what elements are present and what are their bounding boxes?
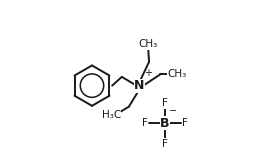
Text: CH₃: CH₃: [138, 39, 158, 49]
Text: F: F: [142, 118, 148, 128]
Text: −: −: [169, 106, 177, 116]
Text: N: N: [134, 79, 145, 92]
Text: F: F: [162, 139, 168, 149]
Text: F: F: [182, 118, 188, 128]
Text: F: F: [162, 98, 168, 108]
Text: B: B: [160, 117, 170, 130]
Text: H₃C: H₃C: [102, 110, 121, 120]
Text: +: +: [144, 68, 152, 78]
Text: CH₃: CH₃: [168, 69, 187, 79]
